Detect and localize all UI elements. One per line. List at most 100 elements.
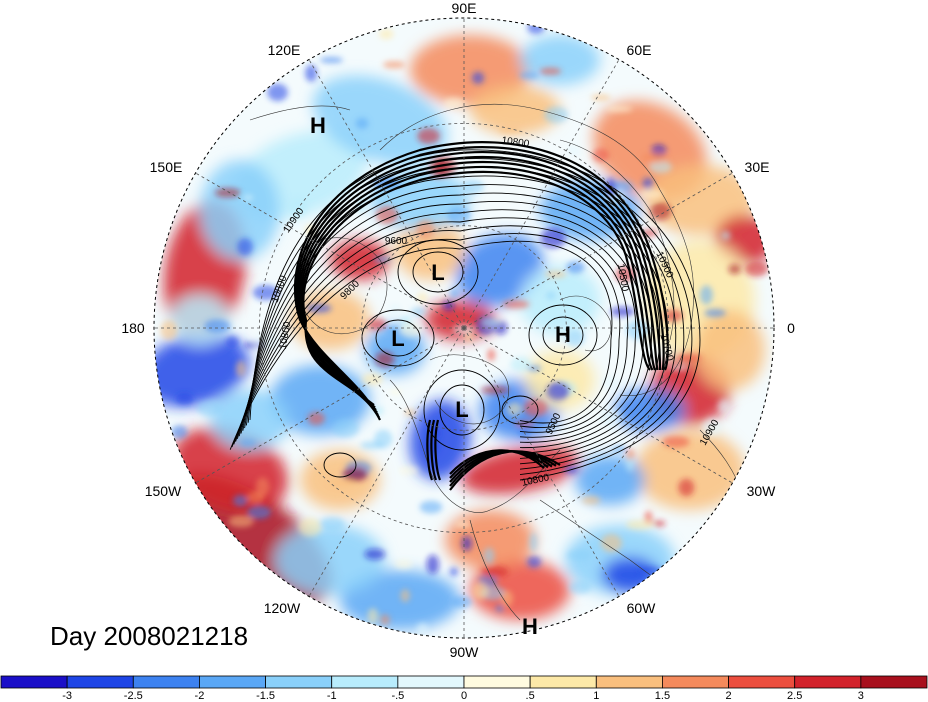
coastline xyxy=(429,354,509,425)
anomaly-patch xyxy=(456,233,544,307)
anomaly-speckle xyxy=(247,505,271,520)
anomaly-speckle xyxy=(606,105,633,113)
anomaly-speckle xyxy=(329,478,355,487)
lon-label-30w: 30W xyxy=(747,483,777,499)
anomaly-speckle xyxy=(662,436,690,448)
anomaly-speckle xyxy=(590,94,611,101)
anomaly-speckle xyxy=(171,425,188,439)
anomaly-speckle xyxy=(481,566,509,578)
colorbar-tick-label: -1.5 xyxy=(256,690,275,702)
lon-label-180: 180 xyxy=(121,320,145,336)
lon-label-60w: 60W xyxy=(627,600,657,616)
colorbar-swatch xyxy=(0,675,68,689)
lon-label-30e: 30E xyxy=(745,159,770,175)
colorbar-tick-label: 2 xyxy=(726,690,732,702)
colorbar-swatch xyxy=(397,675,465,689)
anomaly-speckle xyxy=(214,188,241,198)
anomaly-speckle xyxy=(175,393,194,405)
anomaly-speckle xyxy=(529,532,538,552)
low-center-label: L xyxy=(455,397,468,422)
anomaly-speckle xyxy=(374,429,393,449)
contour-label: 10800 xyxy=(501,135,531,150)
anomaly-speckle xyxy=(367,608,379,624)
anomaly-shading-fine xyxy=(160,21,769,636)
anomaly-speckle xyxy=(612,445,628,452)
anomaly-speckle xyxy=(355,117,369,129)
colorbar-swatch xyxy=(595,675,663,689)
anomaly-speckle xyxy=(610,306,635,317)
anomaly-patch xyxy=(200,160,280,260)
anomaly-speckle xyxy=(502,300,530,309)
anomaly-speckle xyxy=(566,329,585,347)
graticule xyxy=(154,18,774,638)
anomaly-speckle xyxy=(235,360,246,377)
anomaly-speckle xyxy=(239,438,257,448)
anomaly-speckle xyxy=(442,300,455,311)
colorbar-tick-label: .5 xyxy=(526,690,535,702)
anomaly-speckle xyxy=(544,271,567,278)
anomaly-speckle xyxy=(649,160,672,174)
anomaly-speckle xyxy=(364,548,386,560)
coastline xyxy=(379,104,695,397)
anomaly-speckle xyxy=(483,547,495,565)
anomaly-speckle xyxy=(481,317,501,327)
high-center-label: H xyxy=(310,113,326,138)
anomaly-speckle xyxy=(567,146,581,156)
anomaly-speckle xyxy=(243,194,254,201)
colorbar-tick-label: -2 xyxy=(195,690,205,702)
lon-label-120w: 120W xyxy=(264,600,301,616)
anomaly-speckle xyxy=(233,494,248,507)
anomaly-patch xyxy=(275,525,385,595)
lon-label-120e: 120E xyxy=(268,42,301,58)
anomaly-speckle xyxy=(501,590,513,607)
anomaly-speckle xyxy=(332,418,359,438)
colorbar: -3 -2.5 -2 -1.5 -1 -.5 0 .5 1 1.5 2 2.5 3 xyxy=(0,675,928,702)
anomaly-speckle xyxy=(361,373,383,386)
colorbar-swatch xyxy=(463,675,531,689)
anomaly-speckle xyxy=(472,582,489,600)
anomaly-speckle xyxy=(745,261,769,277)
anomaly-speckle xyxy=(640,188,664,200)
height-contour xyxy=(233,225,629,445)
jet-contours-thick xyxy=(293,141,669,491)
anomaly-patch xyxy=(312,75,448,165)
colorbar-swatch xyxy=(662,675,729,689)
anomaly-speckle xyxy=(581,495,601,505)
coastline xyxy=(559,139,675,341)
colorbar-tick-label: -2.5 xyxy=(124,690,143,702)
anomaly-speckle xyxy=(652,520,666,527)
jet-contour xyxy=(449,449,545,475)
anomaly-speckle xyxy=(305,64,318,82)
colorbar-tick-label: 2.5 xyxy=(787,690,802,702)
longitude-labels: 90E 60E 30E 0 30W 60W 90W 120W 150W 180 … xyxy=(121,0,795,660)
colorbar-swatch xyxy=(794,675,862,689)
colorbar-tick-label: -3 xyxy=(62,690,72,702)
anomaly-speckle xyxy=(625,448,635,460)
height-contour-loop xyxy=(439,384,485,436)
anomaly-speckle xyxy=(642,177,654,191)
anomaly-speckle xyxy=(663,309,683,322)
anomaly-speckle xyxy=(601,376,621,390)
anomaly-speckle xyxy=(288,197,308,217)
anomaly-speckle xyxy=(394,559,413,570)
anomaly-speckle xyxy=(455,521,471,528)
anomaly-speckle xyxy=(510,356,532,372)
anomaly-speckle xyxy=(678,478,695,497)
anomaly-speckle xyxy=(419,500,443,514)
anomaly-speckle xyxy=(702,417,722,437)
colorbar-tick-label: 1.5 xyxy=(655,690,670,702)
anomaly-speckle xyxy=(416,292,428,303)
high-center-label: H xyxy=(555,322,571,347)
anomaly-speckle xyxy=(267,83,288,102)
anomaly-speckle xyxy=(411,307,427,317)
anomaly-speckle xyxy=(544,106,569,124)
lon-label-90e: 90E xyxy=(452,0,477,16)
anomaly-patch xyxy=(645,165,755,235)
meridian-line xyxy=(308,327,465,597)
coastline xyxy=(469,519,521,621)
anomaly-patch xyxy=(695,310,765,390)
anomaly-speckle xyxy=(519,71,539,80)
jet-contour xyxy=(298,155,659,414)
height-contour-loop xyxy=(375,319,421,357)
